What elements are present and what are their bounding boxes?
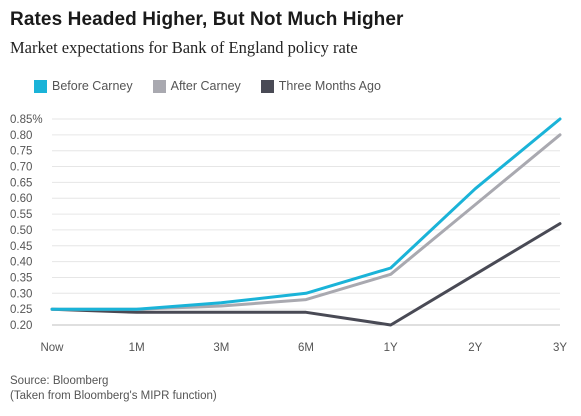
legend-item-three-months-ago: Three Months Ago	[260, 79, 381, 93]
y-tick-label: 0.45	[10, 241, 32, 253]
legend-swatch-after-carney	[152, 79, 166, 93]
chart-legend: Before Carney After Carney Three Months …	[34, 79, 401, 93]
y-tick-label: 0.80	[10, 130, 32, 142]
y-tick-label: 0.85%	[10, 114, 43, 126]
y-tick-label: 0.35	[10, 272, 32, 284]
legend-label-three-months-ago: Three Months Ago	[278, 79, 381, 93]
legend-label-after-carney: After Carney	[170, 79, 241, 93]
y-tick-label: 0.50	[10, 225, 32, 237]
y-tick-label: 0.55	[10, 209, 32, 221]
source-note: (Taken from Bloomberg's MIPR function)	[10, 390, 217, 402]
legend-item-after-carney: After Carney	[152, 79, 241, 93]
x-tick-label: Now	[40, 342, 64, 354]
chart-source: Source: Bloomberg (Taken from Bloomberg'…	[10, 374, 217, 404]
x-tick-label: 2Y	[468, 342, 482, 354]
y-tick-label: 0.70	[10, 162, 32, 174]
series-line-three-months-ago	[50, 222, 562, 327]
x-tick-label: 3Y	[553, 342, 567, 354]
y-tick-label: 0.40	[10, 257, 32, 269]
legend-item-before-carney: Before Carney	[34, 79, 133, 93]
x-tick-label: 1Y	[384, 342, 398, 354]
series-line-after-carney	[50, 133, 562, 311]
y-tick-label: 0.30	[10, 288, 32, 300]
chart-title: Rates Headed Higher, But Not Much Higher	[10, 9, 404, 30]
legend-label-before-carney: Before Carney	[52, 79, 133, 93]
chart-subtitle: Market expectations for Bank of England …	[10, 38, 358, 57]
series-line-before-carney	[50, 117, 562, 311]
x-tick-label: 1M	[129, 342, 145, 354]
legend-swatch-before-carney	[34, 79, 47, 93]
legend-swatch-three-months-ago	[260, 79, 274, 93]
x-tick-label: 6M	[298, 342, 314, 354]
y-tick-label: 0.25	[10, 304, 32, 316]
y-tick-label: 0.65	[10, 177, 32, 189]
y-tick-label: 0.20	[10, 320, 32, 332]
y-tick-label: 0.75	[10, 146, 32, 158]
x-tick-label: 3M	[213, 342, 229, 354]
y-tick-label: 0.60	[10, 193, 32, 205]
source-text: Source: Bloomberg	[10, 375, 109, 387]
